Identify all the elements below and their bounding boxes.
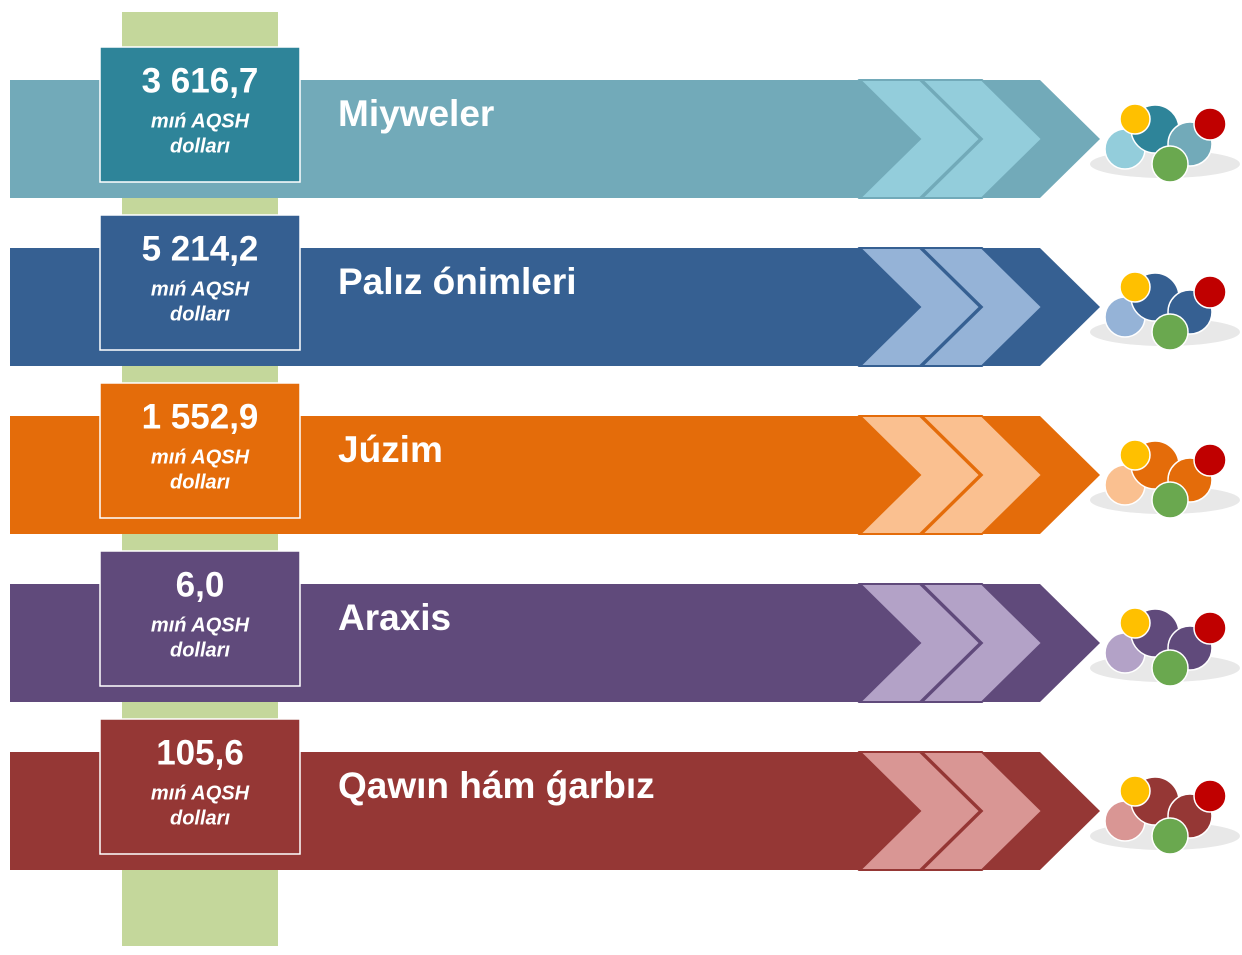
label: Júzim [338,429,443,470]
produce [1119,439,1151,471]
produce [1151,481,1189,519]
label: Qawın hám ǵarbız [338,765,655,806]
unit: mıń AQSH [151,614,250,636]
chevron [857,751,982,871]
label: Palız ónimleri [338,261,577,302]
produce [1119,607,1151,639]
produce [1151,817,1189,855]
chevron [857,583,982,703]
chevron [919,79,1044,199]
label: Araxis [338,597,451,638]
unit: mıń AQSH [151,782,250,804]
value: 5 214,2 [142,229,259,268]
value: 1 552,9 [142,397,259,436]
chevron [919,751,1044,871]
chevron [857,415,982,535]
produce [1119,271,1151,303]
value-box [99,382,301,519]
produce [1193,443,1227,477]
value-box [99,214,301,351]
chevron [919,583,1044,703]
value: 6,0 [176,565,225,604]
unit: mıń AQSH [151,110,250,132]
produce [1119,775,1151,807]
label: Miyweler [338,93,494,134]
value: 105,6 [156,733,244,772]
unit: dolları [170,303,230,325]
unit: mıń AQSH [151,278,250,300]
value-box [99,46,301,183]
produce [1193,611,1227,645]
unit: mıń AQSH [151,446,250,468]
produce [1193,107,1227,141]
chevron [919,247,1044,367]
produce [1193,275,1227,309]
produce [1119,103,1151,135]
produce [1151,313,1189,351]
value: 3 616,7 [142,61,259,100]
produce [1151,145,1189,183]
unit: dolları [170,639,230,661]
chevron [857,247,982,367]
chevron [857,79,982,199]
chevron [919,415,1044,535]
unit: dolları [170,471,230,493]
value-box [99,718,301,855]
produce [1193,779,1227,813]
unit: dolları [170,807,230,829]
unit: dolları [170,135,230,157]
produce [1151,649,1189,687]
value-box [99,550,301,687]
